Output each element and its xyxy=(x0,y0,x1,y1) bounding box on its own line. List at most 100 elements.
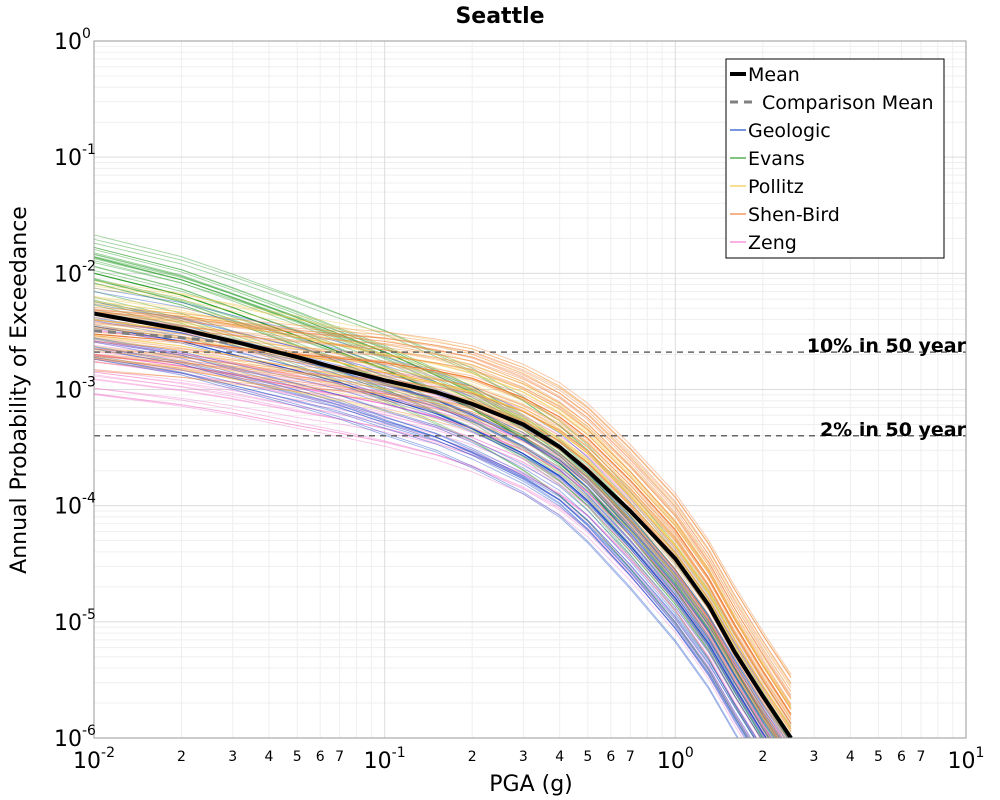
legend-label-evans: Evans xyxy=(748,148,805,170)
branch-curve-shen-bird xyxy=(94,309,792,700)
branch-mean-evans xyxy=(94,272,770,738)
branch-curve-pollitz xyxy=(94,357,777,738)
y-axis-ticks: 10-6 10-5 10-4 10-3 10-2 10-1 100 xyxy=(54,26,96,752)
branch-curve-zeng xyxy=(94,321,792,731)
branch-curve-evans xyxy=(94,269,780,738)
branch-curve-pollitz xyxy=(94,334,792,732)
branch-curve-shen-bird xyxy=(94,350,792,719)
branch-curve-zeng xyxy=(94,344,784,738)
branch-curve-geologic xyxy=(94,319,785,738)
branch-curve-zeng xyxy=(94,340,776,738)
y-major-tick-label: 10-1 xyxy=(54,142,96,171)
branch-curve-zeng xyxy=(94,374,751,738)
legend-label-mean: Mean xyxy=(748,64,800,86)
branch-curve-geologic xyxy=(94,337,772,738)
branch-curve-geologic xyxy=(94,327,765,738)
branch-curve-evans xyxy=(94,260,773,738)
branch-curve-shen-bird xyxy=(94,323,792,688)
branch-curve-geologic xyxy=(94,318,783,738)
y-major-tick-label: 10-6 xyxy=(54,723,96,752)
branch-curve-pollitz xyxy=(94,303,792,706)
comparison-mean-line xyxy=(94,329,233,345)
branch-curve-zeng xyxy=(94,355,784,738)
legend-label-geologic: Geologic xyxy=(748,120,831,142)
branch-curve-pollitz xyxy=(94,305,792,700)
branch-curve-geologic xyxy=(94,345,755,738)
branch-curve-shen-bird xyxy=(94,317,792,711)
branch-curve-zeng xyxy=(94,357,778,738)
branch-curve-zeng xyxy=(94,348,781,738)
x-minor-tick-label: 4 xyxy=(555,749,564,765)
branch-curve-evans xyxy=(94,282,763,738)
branch-curve-zeng xyxy=(94,379,758,738)
x-major-tick-label: 101 xyxy=(948,745,985,774)
branch-curves xyxy=(94,234,792,738)
branch-curve-evans xyxy=(94,246,781,738)
branch-curve-shen-bird xyxy=(94,327,792,725)
y-major-tick-label: 10-5 xyxy=(54,607,96,636)
x-minor-tick-label: 5 xyxy=(874,749,883,765)
branch-curve-shen-bird xyxy=(94,319,792,684)
branch-curve-geologic xyxy=(94,356,749,738)
legend-item-zeng: Zeng xyxy=(730,232,797,254)
branch-curve-shen-bird xyxy=(94,353,792,724)
branch-curve-shen-bird xyxy=(94,369,780,738)
y-major-tick-label: 10-2 xyxy=(54,258,96,287)
branch-curve-zeng xyxy=(94,350,783,738)
branch-curve-zeng xyxy=(94,371,756,738)
branch-curve-zeng xyxy=(94,371,768,738)
branch-curve-pollitz xyxy=(94,287,792,708)
x-minor-tick-label: 3 xyxy=(519,749,528,765)
branch-curve-zeng xyxy=(94,394,743,738)
branch-curve-shen-bird xyxy=(94,331,792,697)
legend-item-shen-bird: Shen-Bird xyxy=(730,204,840,226)
branch-curve-evans xyxy=(94,254,778,738)
legend-item-mean: Mean xyxy=(730,64,800,86)
branch-curve-shen-bird xyxy=(94,306,792,675)
branch-curve-evans xyxy=(94,246,778,738)
branch-curve-shen-bird xyxy=(94,322,792,699)
branch-curve-geologic xyxy=(94,317,771,738)
branch-curve-shen-bird xyxy=(94,311,792,685)
branch-curve-pollitz xyxy=(94,297,792,727)
branch-curve-pollitz xyxy=(94,356,771,738)
branch-curve-zeng xyxy=(94,393,751,738)
legend-label-comparison-mean: Comparison Mean xyxy=(762,92,934,114)
branch-curve-evans xyxy=(94,266,767,738)
branch-curve-geologic xyxy=(94,358,738,738)
branch-curve-pollitz xyxy=(94,285,792,686)
branch-curve-pollitz xyxy=(94,309,792,724)
x-major-tick-label: 10-2 xyxy=(73,745,115,774)
x-axis-label: PGA (g) xyxy=(489,772,573,797)
x-minor-tick-label: 6 xyxy=(897,749,906,765)
branch-curve-evans xyxy=(94,238,792,725)
branch-curve-shen-bird xyxy=(94,311,792,696)
legend-item-comparison-mean: Comparison Mean xyxy=(730,92,934,114)
branch-curve-shen-bird xyxy=(94,356,792,721)
branch-curve-zeng xyxy=(94,369,771,738)
x-minor-tick-label: 5 xyxy=(583,749,592,765)
legend-item-pollitz: Pollitz xyxy=(730,176,804,198)
branch-curve-geologic xyxy=(94,355,757,738)
branch-curve-pollitz xyxy=(94,300,792,710)
branch-curve-evans xyxy=(94,242,792,730)
branch-curve-shen-bird xyxy=(94,312,792,705)
chart-title: Seattle xyxy=(455,4,544,29)
branch-curve-zeng xyxy=(94,393,749,738)
branch-curve-geologic xyxy=(94,356,739,738)
branch-curve-evans xyxy=(94,256,774,738)
branch-curve-geologic xyxy=(94,358,755,738)
reference-label-2pct: 2% in 50 year xyxy=(820,419,967,441)
branch-curve-geologic xyxy=(94,346,750,738)
branch-curve-pollitz xyxy=(94,337,776,738)
x-minor-tick-label: 6 xyxy=(316,749,325,765)
plot-frame xyxy=(93,40,967,739)
legend-label-zeng: Zeng xyxy=(748,232,797,254)
legend-label-pollitz: Pollitz xyxy=(748,176,804,198)
branch-curve-shen-bird xyxy=(94,335,792,717)
branch-curve-shen-bird xyxy=(94,361,779,738)
branch-curve-shen-bird xyxy=(94,309,792,679)
x-major-tick-label: 100 xyxy=(657,745,694,774)
y-major-tick-label: 10-4 xyxy=(54,491,96,520)
